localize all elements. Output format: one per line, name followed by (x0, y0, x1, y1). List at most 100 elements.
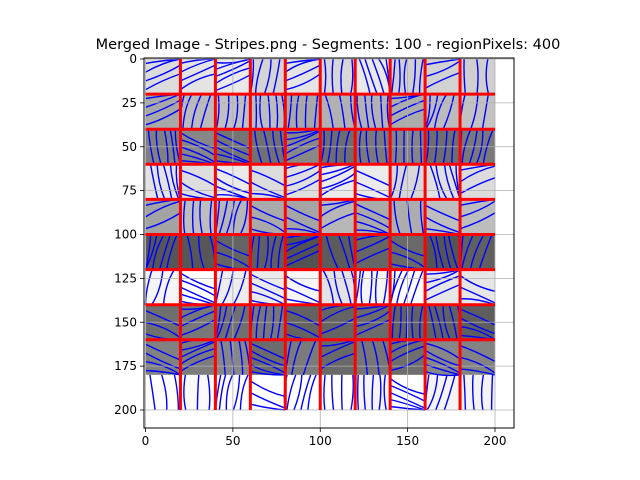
y-tick-label: 175 (114, 359, 137, 373)
stripe-line (145, 200, 181, 218)
stripe-line (300, 374, 312, 411)
stripe-line (490, 374, 494, 411)
stripe-line (225, 199, 236, 235)
stripe-line (262, 304, 268, 340)
stripe-line (145, 212, 181, 230)
stripe-line (145, 343, 181, 361)
stripe-line (214, 176, 251, 194)
stripe-line (232, 94, 239, 130)
stripe-line (443, 234, 452, 270)
stripe-line (459, 356, 496, 374)
image-cell (180, 234, 216, 270)
y-tick-label: 75 (122, 184, 137, 198)
stripe-line (365, 129, 371, 165)
stripe-line (183, 374, 187, 411)
stripe-line (354, 181, 391, 199)
stripe-line (424, 71, 461, 89)
image-cell (320, 339, 356, 375)
stripe-line (190, 93, 203, 130)
stripe-line (319, 340, 356, 359)
stripe-line (255, 304, 262, 340)
stripe-line (180, 169, 216, 187)
stripe-line (331, 58, 334, 95)
stripe-line (180, 132, 216, 150)
stripe-line (364, 94, 370, 130)
stripe-line (224, 94, 230, 130)
stripe-line (145, 58, 181, 73)
stripe-line (215, 168, 251, 186)
stripe-line (302, 339, 317, 376)
stripe-line (250, 290, 286, 306)
stripe-line (354, 235, 391, 253)
stripe-line (323, 58, 327, 95)
stripe-line (145, 309, 181, 327)
stripe-line (256, 234, 261, 270)
stripe-line (218, 374, 227, 411)
stripe-line (459, 212, 496, 230)
stripe-line (360, 269, 365, 305)
stripe-line (403, 58, 408, 95)
stripe-line (435, 374, 448, 411)
stripe-line (295, 93, 300, 130)
stripe-line (272, 129, 281, 165)
stripe-line (460, 368, 496, 376)
stripe-line (151, 269, 164, 306)
stripe-line (304, 93, 308, 130)
stripe-line (249, 380, 286, 398)
stripe-line (426, 374, 439, 411)
stripe-line (180, 272, 216, 290)
stripe-line (398, 304, 402, 340)
y-tick-label: 125 (114, 271, 137, 285)
stripe-line (319, 179, 356, 197)
image-cell (320, 374, 356, 410)
stripe-line (254, 129, 263, 165)
stripe-line (320, 317, 356, 335)
stripe-line (389, 108, 426, 126)
stripe-line (197, 234, 206, 270)
stripe-line (459, 345, 496, 363)
x-tick-label: 200 (484, 434, 507, 448)
stripe-line (165, 234, 178, 270)
stripe-line (424, 216, 461, 234)
stripe-line (254, 58, 264, 95)
stripe-line (191, 199, 195, 235)
stripe-line (151, 234, 165, 270)
image-cell (285, 339, 321, 375)
stripe-line (394, 129, 398, 165)
stripe-line (424, 363, 461, 376)
stripe-line (389, 377, 426, 395)
plot-frame (143, 57, 515, 429)
stripe-line (371, 374, 375, 411)
stripe-line (319, 212, 356, 230)
stripe-line (284, 274, 321, 292)
stripe-line (368, 269, 373, 305)
stripe-line (476, 58, 479, 95)
stripe-line (326, 129, 333, 165)
stripe-line (335, 129, 341, 165)
y-tick-label: 150 (114, 315, 137, 329)
stripe-line (180, 146, 216, 164)
stripe-line (285, 286, 321, 304)
stripe-line (287, 94, 293, 130)
stripe-line (215, 146, 251, 164)
stripe-line (463, 374, 467, 411)
stripe-line (229, 339, 235, 375)
stripe-line (333, 269, 344, 305)
stripe-line (424, 60, 461, 78)
stripe-line (424, 204, 461, 222)
stripe-line (459, 274, 496, 292)
stripe-lines (144, 58, 496, 411)
stripe-line (144, 234, 158, 270)
stripe-line (215, 58, 251, 71)
stripe-line (360, 339, 369, 375)
stripe-line (250, 216, 286, 234)
stripe-line (411, 304, 414, 340)
stripe-line (448, 304, 458, 340)
stripe-line (325, 234, 340, 270)
stripe-line (358, 58, 371, 95)
stripe-line (340, 269, 352, 305)
stripe-line (284, 235, 321, 253)
stripe-line (443, 374, 456, 411)
stripe-line (155, 129, 162, 165)
image-cells (145, 59, 495, 410)
